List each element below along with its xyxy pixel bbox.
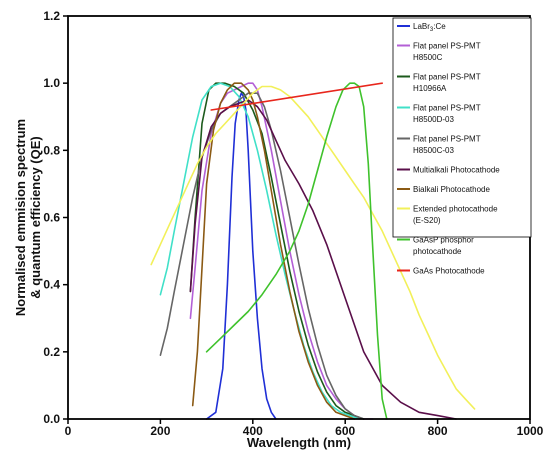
legend-box xyxy=(392,17,532,238)
x-axis: 0 200 400 600 800 1000 xyxy=(65,419,544,438)
legend-label-multialkali: Multialkali Photocathode xyxy=(413,166,500,175)
x-tick-label: 400 xyxy=(243,424,263,438)
legend-label-main: LaBr xyxy=(413,22,430,31)
legend-label-extended_s20: Extended photocathode xyxy=(413,205,498,214)
y-tick-label: 1.0 xyxy=(43,76,60,90)
x-tick-label: 600 xyxy=(335,424,355,438)
y-tick-label: 0.4 xyxy=(43,278,60,292)
series-line-extended_s20 xyxy=(150,85,476,410)
legend-label-h8500c: Flat panel PS-PMT xyxy=(413,42,481,51)
legend-label-tail: :Ce xyxy=(433,22,446,31)
series-line-gaas xyxy=(210,82,384,111)
y-tick-label: 0.8 xyxy=(43,143,60,157)
legend-label-h10966a: Flat panel PS-PMT xyxy=(413,73,481,82)
y-tick-label: 0.6 xyxy=(43,211,60,225)
legend-label-h8500c03: Flat panel PS-PMT xyxy=(413,135,481,144)
x-tick-label: 0 xyxy=(65,424,72,438)
x-tick-label: 1000 xyxy=(517,424,544,438)
y-tick-label: 0.0 xyxy=(43,412,60,426)
legend-label-gaas: GaAs Photocathode xyxy=(413,267,485,276)
x-tick-label: 200 xyxy=(150,424,170,438)
series-line-labr3 xyxy=(205,92,277,420)
plot-lines xyxy=(150,82,476,420)
y-axis-title-line2: & quantum efficiency (QE) xyxy=(28,136,43,299)
legend-label-h10966a: H10966A xyxy=(413,84,447,93)
legend-label-h8500d03: H8500D-03 xyxy=(413,115,454,124)
series-line-gaasp xyxy=(205,82,388,420)
legend-label-bialkali: Bialkali Photocathode xyxy=(413,185,490,194)
legend-label-extended_s20: (E-S20) xyxy=(413,216,441,225)
legend-label-gaasp: GaAsP phosphor xyxy=(413,236,474,245)
series-line-h8500d03 xyxy=(159,82,360,420)
y-tick-label: 0.2 xyxy=(43,345,60,359)
series-line-h8500c03 xyxy=(159,92,365,420)
y-axis: 0.0 0.2 0.4 0.6 0.8 1.0 1.2 xyxy=(43,9,68,426)
x-axis-title: Wavelength (nm) xyxy=(247,435,351,450)
legend-label-subscript: 3 xyxy=(430,27,434,33)
legend-label-labr3: LaBr3:Ce xyxy=(413,22,446,33)
legend-label-h8500c: H8500C xyxy=(413,53,443,62)
series-line-bialkali xyxy=(191,82,356,420)
x-tick-label: 800 xyxy=(428,424,448,438)
legend-label-gaasp: photocathode xyxy=(413,247,462,256)
legend-label-h8500d03: Flat panel PS-PMT xyxy=(413,104,481,113)
y-axis-title-line1: Normalised emmision spectrum xyxy=(13,119,28,316)
legend-label-h8500c03: H8500C-03 xyxy=(413,146,454,155)
y-axis-title: Normalised emmision spectrum & quantum e… xyxy=(13,119,43,316)
legend: LaBr3:Ce Flat panel PS-PMT H8500C Flat pane… xyxy=(392,17,532,276)
y-tick-label: 1.2 xyxy=(43,9,60,23)
